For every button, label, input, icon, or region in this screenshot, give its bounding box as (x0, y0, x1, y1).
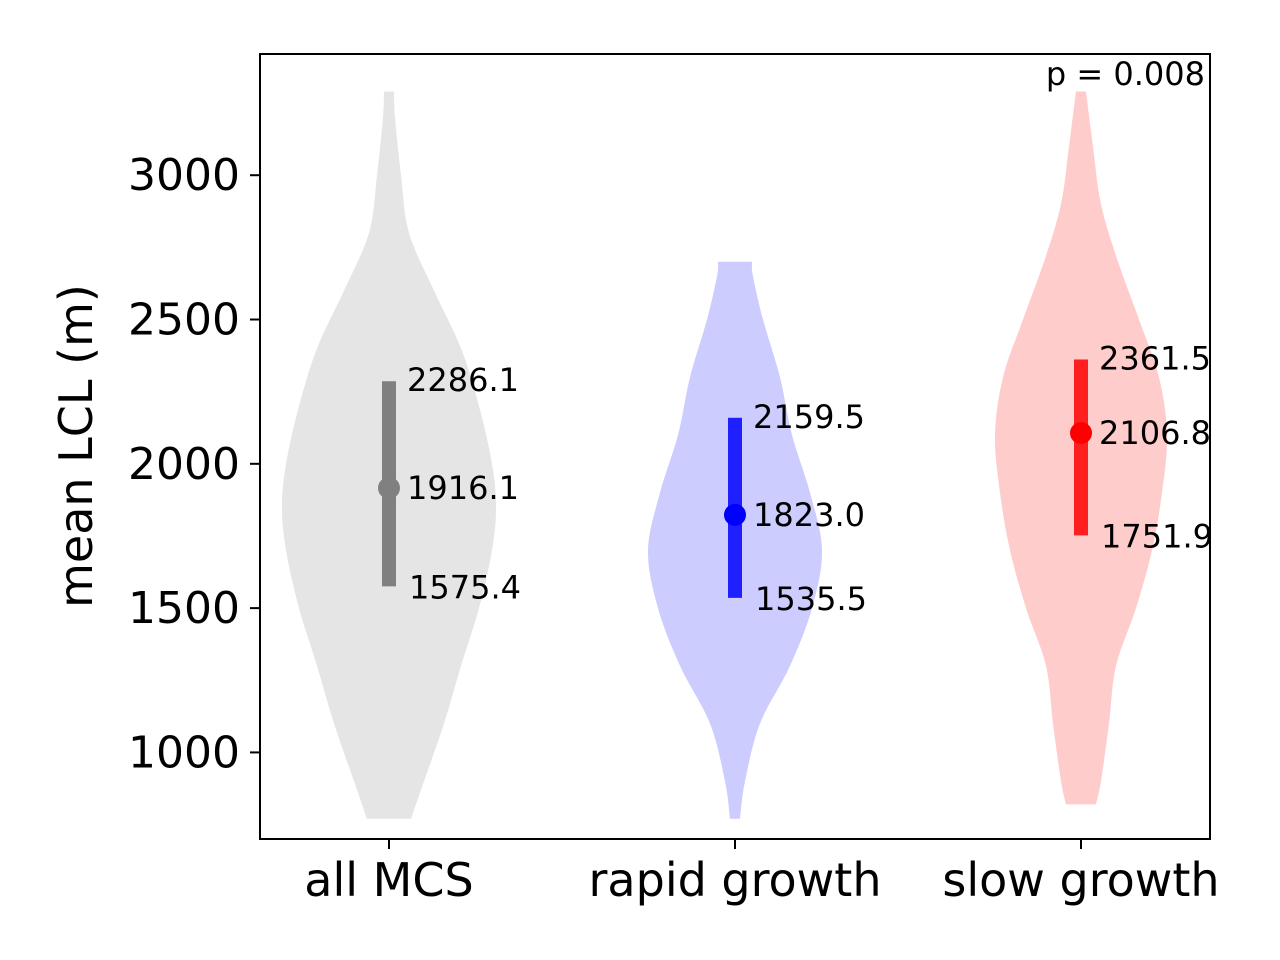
median-marker (1070, 421, 1092, 444)
y-axis-title: mean LCL (m) (49, 284, 103, 608)
data-labels-layer: 2286.1 1916.1 1575.4 2159.5 1823.0 1535.5 2361… (407, 339, 1213, 617)
y-tick-label: 2000 (128, 439, 240, 490)
median-label: 1916.1 (407, 469, 519, 507)
q3-label: 2361.5 (1099, 339, 1211, 377)
y-axis: 1000 1500 2000 2500 3000 (128, 150, 260, 778)
y-tick-label: 2500 (128, 295, 240, 346)
q3-label: 2286.1 (407, 361, 519, 399)
iqr-bar (1074, 359, 1088, 536)
q3-label: 2159.5 (753, 398, 865, 436)
p-value-annotation: p = 0.008 (1046, 55, 1205, 93)
median-marker (378, 477, 400, 500)
y-tick-label: 3000 (128, 150, 240, 201)
iqr-bars-layer (378, 359, 1092, 598)
violins-layer (282, 91, 1168, 819)
q1-label: 1575.4 (409, 568, 521, 606)
median-label: 2106.8 (1099, 414, 1211, 452)
x-axis: all MCS rapid growth slow growth (304, 839, 1220, 907)
median-marker (724, 503, 746, 526)
x-category-label: rapid growth (589, 853, 882, 907)
x-category-label: slow growth (942, 853, 1219, 907)
x-category-label: all MCS (304, 853, 473, 907)
q1-label: 1535.5 (755, 580, 867, 618)
y-tick-label: 1500 (128, 583, 240, 634)
median-label: 1823.0 (753, 496, 865, 534)
q1-label: 1751.9 (1101, 517, 1213, 555)
y-tick-label: 1000 (128, 727, 240, 778)
